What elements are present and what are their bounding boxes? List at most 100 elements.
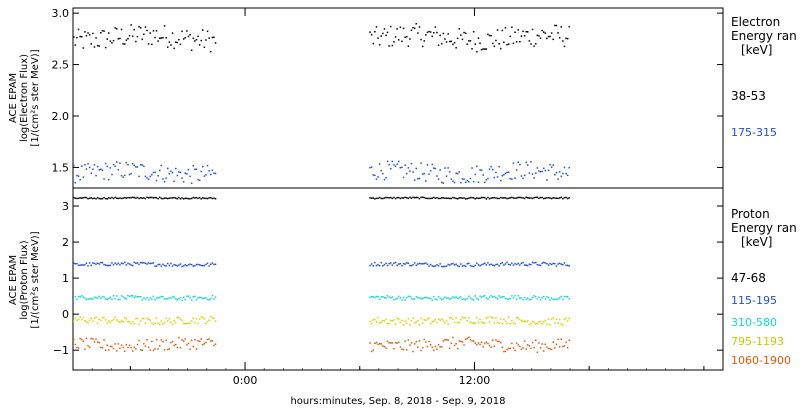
- electron-point-38-53: [184, 37, 186, 39]
- proton-point-115-195: [476, 262, 478, 264]
- proton-point-115-195: [565, 264, 567, 267]
- proton-point-310-580: [377, 296, 379, 298]
- proton-point-795-1193: [383, 320, 386, 322]
- proton-point-1060-1900: [501, 346, 504, 348]
- proton-point-115-195: [374, 261, 376, 264]
- electron-point-175-315: [402, 176, 405, 179]
- electron-point-175-315: [544, 169, 547, 172]
- proton-point-1060-1900: [460, 340, 462, 343]
- electron-point-175-315: [152, 171, 155, 174]
- proton-point-310-580: [514, 295, 516, 297]
- proton-point-1060-1900: [96, 341, 99, 343]
- electron-point-38-53: [455, 47, 457, 49]
- electron-point-175-315: [428, 173, 430, 175]
- proton-point-795-1193: [500, 318, 502, 320]
- proton-point-47-68: [76, 197, 78, 200]
- proton-point-1060-1900: [566, 346, 569, 349]
- electron-point-175-315: [506, 171, 508, 174]
- proton-point-310-580: [167, 298, 169, 300]
- proton-point-1060-1900: [503, 350, 505, 353]
- proton-point-115-195: [377, 264, 379, 266]
- proton-point-47-68: [192, 196, 194, 199]
- electron-point-38-53: [104, 46, 107, 49]
- electron-point-175-315: [538, 170, 540, 172]
- proton-point-1060-1900: [114, 343, 116, 345]
- proton-point-795-1193: [96, 322, 99, 324]
- electron-point-38-53: [108, 32, 110, 34]
- electron-point-38-53: [122, 43, 124, 45]
- proton-point-1060-1900: [425, 341, 427, 343]
- proton-point-47-68: [530, 197, 532, 199]
- proton-point-795-1193: [175, 321, 177, 324]
- proton-point-47-68: [471, 196, 473, 199]
- proton-point-47-68: [394, 197, 397, 200]
- proton-point-795-1193: [420, 317, 422, 320]
- proton-point-1060-1900: [471, 340, 473, 342]
- proton-point-47-68: [536, 196, 539, 199]
- proton-point-1060-1900: [420, 349, 422, 352]
- proton-point-310-580: [554, 298, 556, 301]
- proton-point-310-580: [146, 296, 148, 299]
- proton-point-310-580: [500, 296, 502, 299]
- proton-point-47-68: [128, 197, 131, 199]
- electron-point-38-53: [165, 37, 167, 39]
- proton-point-310-580: [533, 295, 535, 297]
- electron-point-175-315: [479, 169, 481, 171]
- electron-point-175-315: [482, 174, 484, 176]
- proton-point-795-1193: [88, 319, 91, 321]
- electron-point-175-315: [503, 174, 505, 176]
- electron-point-38-53: [558, 37, 561, 39]
- proton-point-47-68: [119, 197, 121, 199]
- proton-point-1060-1900: [93, 341, 96, 343]
- electron-point-175-315: [469, 177, 472, 180]
- proton-point-115-195: [98, 263, 100, 265]
- electron-point-38-53: [444, 38, 446, 40]
- proton-point-115-195: [506, 261, 508, 264]
- proton-point-1060-1900: [195, 348, 198, 350]
- electron-point-38-53: [426, 31, 429, 34]
- proton-point-1060-1900: [127, 346, 129, 349]
- electron-point-38-53: [434, 26, 437, 28]
- electron-point-38-53: [151, 43, 153, 46]
- proton-point-115-195: [167, 262, 169, 265]
- proton-point-47-68: [138, 197, 140, 200]
- proton-point-47-68: [563, 196, 566, 199]
- proton-point-795-1193: [557, 322, 559, 324]
- proton-point-310-580: [194, 295, 196, 297]
- proton-point-47-68: [146, 196, 148, 198]
- proton-point-310-580: [189, 296, 191, 299]
- proton-point-1060-1900: [141, 349, 143, 351]
- proton-point-795-1193: [157, 322, 159, 325]
- proton-point-310-580: [488, 296, 491, 298]
- proton-point-1060-1900: [388, 342, 390, 344]
- electron-point-38-53: [73, 36, 75, 38]
- electron-point-38-53: [412, 26, 414, 29]
- electron-point-38-53: [541, 29, 543, 32]
- electron-point-175-315: [163, 181, 166, 183]
- proton-point-115-195: [85, 262, 88, 264]
- proton-point-795-1193: [458, 321, 460, 324]
- proton-point-310-580: [206, 298, 209, 301]
- proton-point-795-1193: [162, 323, 164, 325]
- proton-point-115-195: [458, 265, 460, 268]
- proton-point-310-580: [106, 298, 108, 300]
- proton-point-47-68: [468, 197, 470, 199]
- electron-point-38-53: [74, 44, 77, 46]
- proton-point-1060-1900: [385, 347, 387, 349]
- proton-point-47-68: [372, 197, 374, 199]
- proton-point-47-68: [410, 197, 413, 199]
- proton-point-115-195: [163, 264, 166, 267]
- electron-point-38-53: [143, 33, 145, 35]
- proton-point-1060-1900: [458, 340, 460, 342]
- proton-point-47-68: [539, 196, 542, 199]
- electron-point-175-315: [82, 176, 85, 178]
- electron-point-175-315: [463, 178, 465, 180]
- proton-point-47-68: [214, 198, 217, 200]
- electron-point-38-53: [539, 37, 542, 39]
- proton-point-1060-1900: [404, 340, 406, 342]
- proton-point-47-68: [74, 197, 77, 199]
- proton-point-795-1193: [149, 319, 151, 321]
- electron-point-38-53: [396, 28, 398, 30]
- proton-point-47-68: [95, 198, 97, 200]
- proton-point-310-580: [468, 295, 470, 297]
